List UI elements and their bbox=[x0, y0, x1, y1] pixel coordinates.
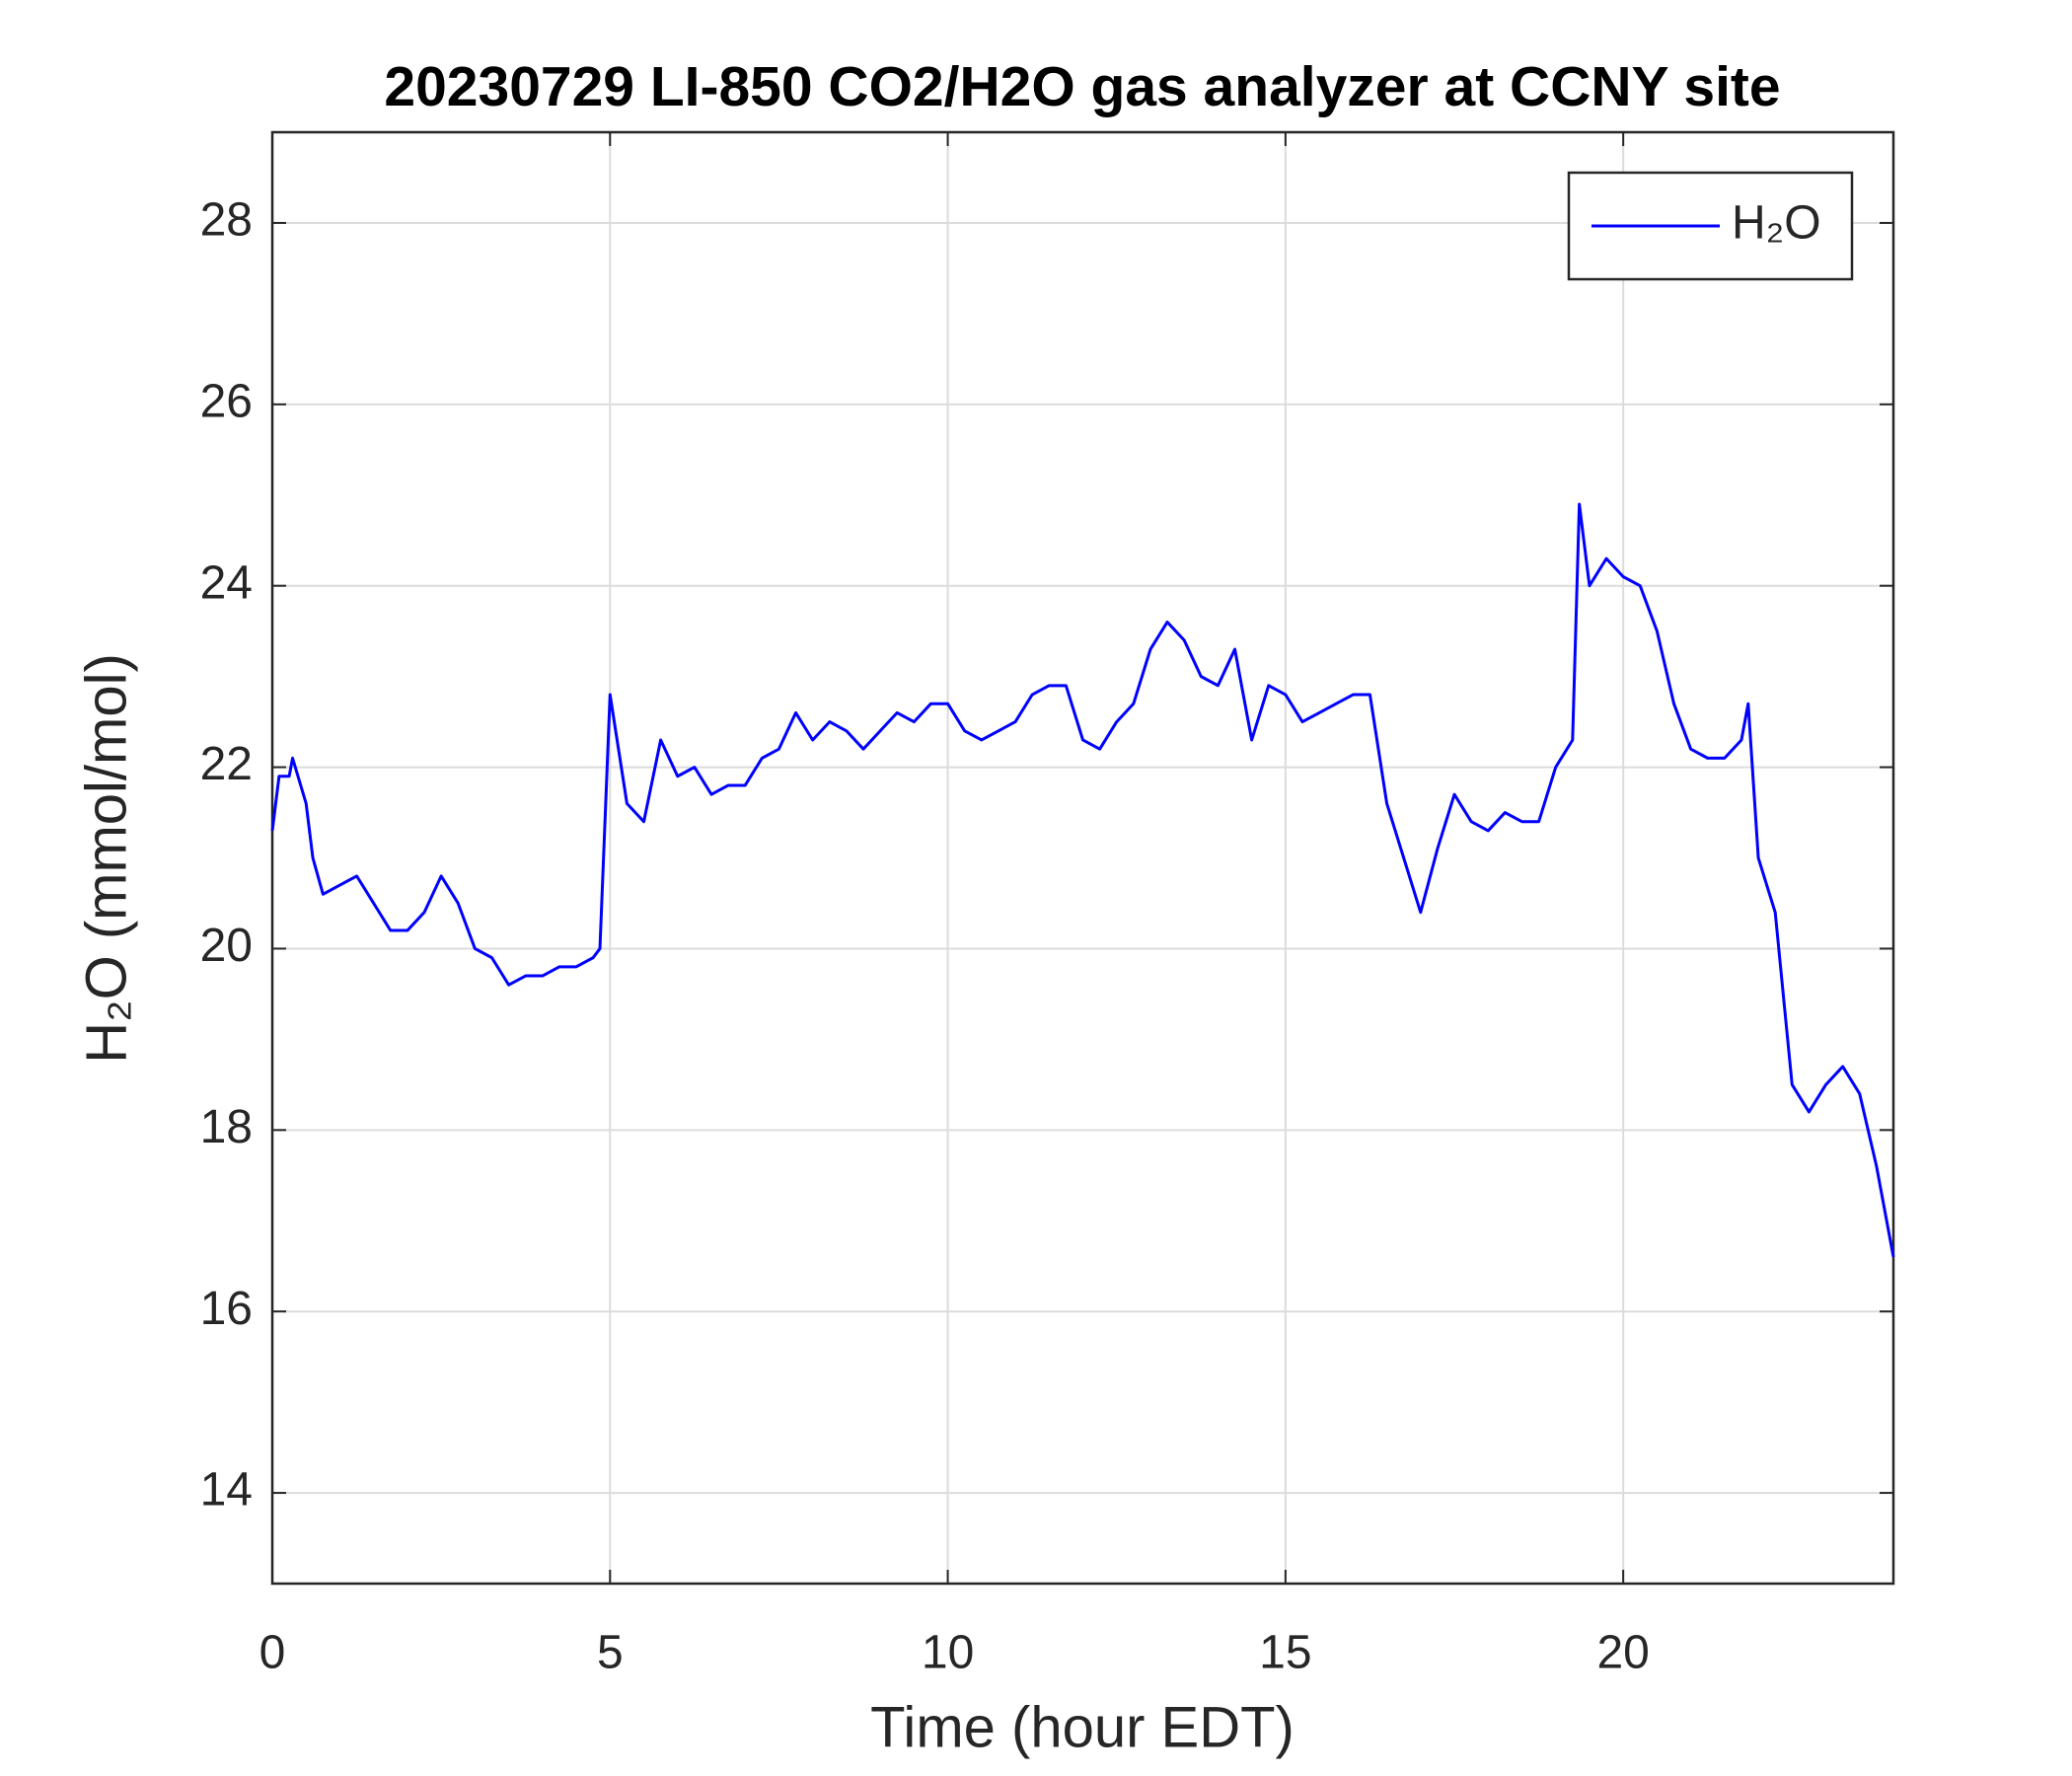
y-tick-label: 24 bbox=[200, 556, 253, 609]
y-tick-label: 18 bbox=[200, 1101, 253, 1153]
y-tick-label: 14 bbox=[200, 1464, 253, 1517]
y-tick-label: 26 bbox=[200, 375, 253, 427]
y-tick-label: 28 bbox=[200, 194, 253, 247]
y-tick-label: 22 bbox=[200, 738, 253, 790]
x-tick-label: 5 bbox=[597, 1627, 624, 1679]
y-tick-label: 16 bbox=[200, 1283, 253, 1335]
plot-frame bbox=[270, 130, 1895, 1586]
data-line bbox=[270, 502, 1895, 1258]
x-tick-label: 0 bbox=[259, 1627, 286, 1679]
x-tick-label: 20 bbox=[1596, 1627, 1649, 1679]
legend-label: H₂O bbox=[1732, 197, 1821, 250]
chart-title: 20230729 LI-850 CO2/H2O gas analyzer at … bbox=[384, 55, 1780, 118]
y-tick-label: 20 bbox=[200, 920, 253, 972]
x-axis-label: Time (hour EDT) bbox=[870, 1695, 1295, 1759]
x-tick-label: 10 bbox=[922, 1627, 974, 1679]
x-tick-label: 15 bbox=[1259, 1627, 1311, 1679]
y-axis-label: H₂O (mmol/mol) bbox=[74, 653, 138, 1064]
